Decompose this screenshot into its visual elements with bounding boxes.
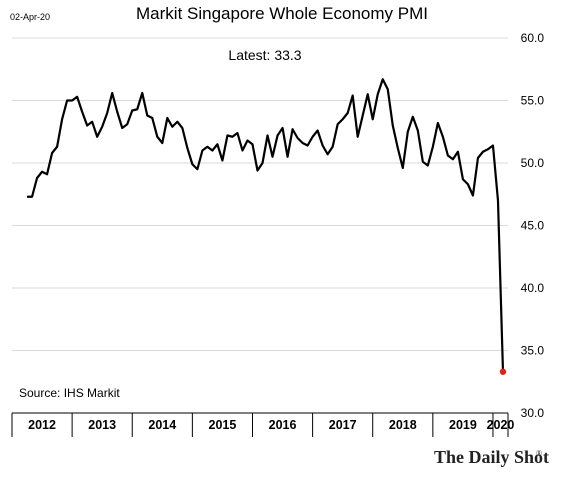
y-tick-label: 50.0 [521, 156, 545, 170]
series-layer [27, 78, 507, 375]
x-year-label: 2013 [88, 418, 116, 432]
y-tick-label: 40.0 [521, 281, 545, 295]
x-year-label: 2015 [209, 418, 237, 432]
brand-name: The Daily Shot [434, 447, 549, 467]
y-tick-label: 30.0 [521, 406, 545, 420]
axes [11, 412, 509, 437]
x-year-label: 2014 [148, 418, 176, 432]
x-year-label: 2020 [487, 418, 515, 432]
gridlines [12, 37, 508, 351]
latest-point-marker [499, 368, 507, 375]
source-note: Source: IHS Markit [19, 386, 120, 400]
y-tick-label: 60.0 [521, 31, 545, 45]
x-year-label: 2018 [389, 418, 417, 432]
chart-title: Markit Singapore Whole Economy PMI [136, 4, 428, 23]
x-year-label: 2016 [269, 418, 297, 432]
x-axis-year-labels: 2012 2013 2014 2015 2016 2017 2018 2019 2020 [28, 418, 514, 432]
x-year-label: 2017 [329, 418, 357, 432]
brand-registered-mark: ® [536, 449, 542, 458]
date-stamp: 02-Apr-20 [10, 12, 50, 22]
pmi-series-line [27, 78, 505, 372]
y-tick-label: 45.0 [521, 219, 545, 233]
x-year-label: 2019 [449, 418, 477, 432]
latest-value-label: Latest: 33.3 [228, 47, 301, 63]
y-tick-label: 35.0 [521, 344, 545, 358]
brand-logo: The Daily Shot ® [434, 447, 549, 467]
x-year-label: 2012 [28, 418, 56, 432]
y-tick-label: 55.0 [521, 94, 545, 108]
y-axis-tick-labels: 30.0 35.0 40.0 45.0 50.0 55.0 60.0 [521, 31, 545, 420]
